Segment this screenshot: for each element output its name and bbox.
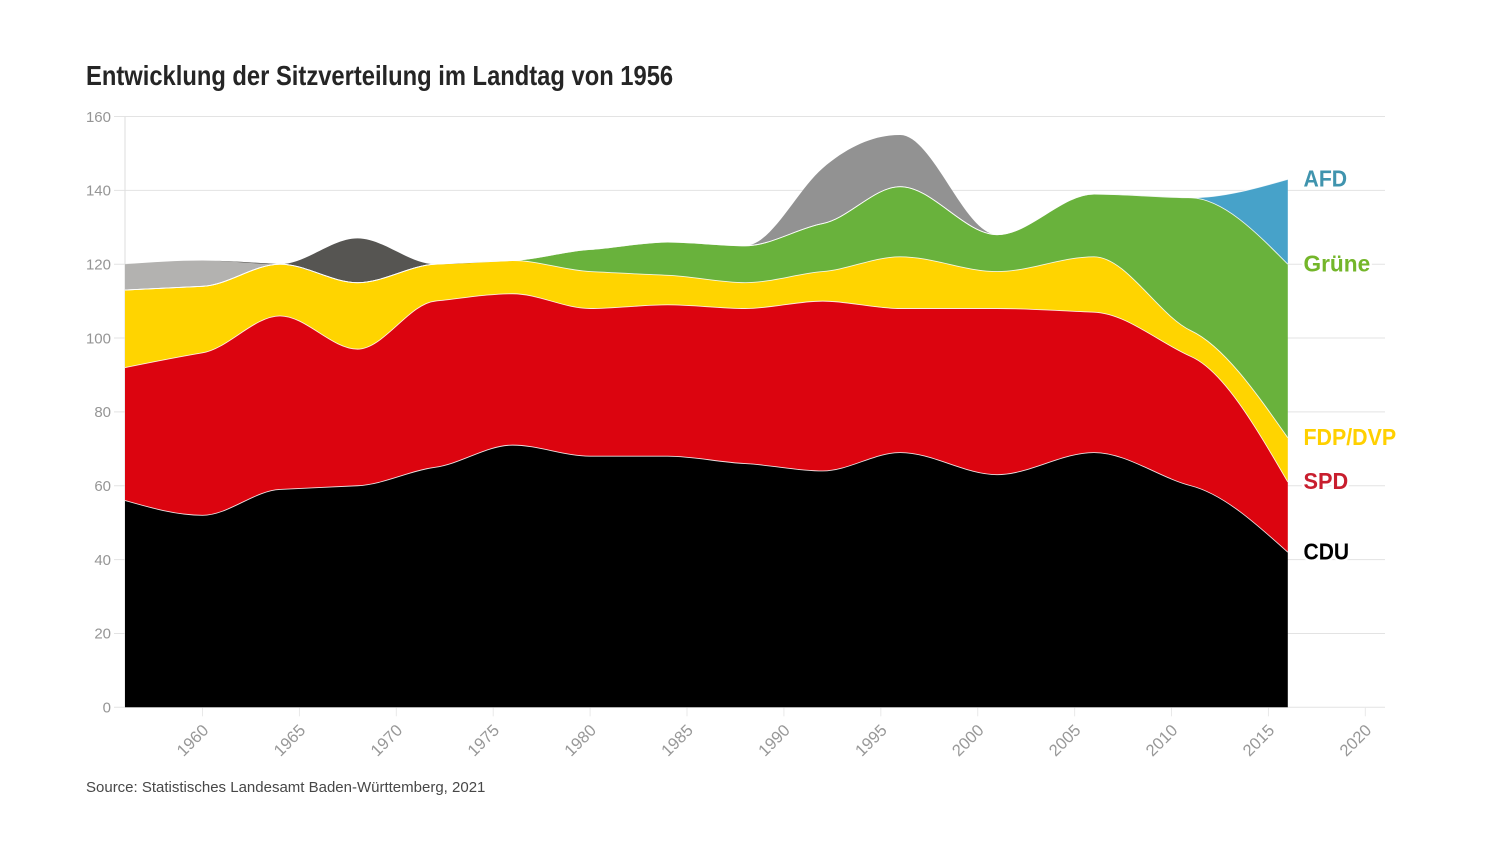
svg-text:SPD: SPD — [1304, 468, 1349, 494]
svg-text:140: 140 — [86, 183, 111, 200]
svg-text:160: 160 — [86, 109, 111, 126]
svg-text:2010: 2010 — [1143, 721, 1182, 760]
svg-text:Grüne: Grüne — [1304, 250, 1371, 276]
svg-text:2000: 2000 — [949, 721, 988, 760]
svg-text:1990: 1990 — [755, 721, 794, 760]
svg-text:1975: 1975 — [464, 721, 503, 760]
svg-text:FDP/DVP: FDP/DVP — [1304, 424, 1397, 450]
svg-text:100: 100 — [86, 330, 111, 347]
svg-text:1985: 1985 — [658, 721, 697, 760]
svg-text:40: 40 — [94, 552, 111, 569]
svg-text:2015: 2015 — [1240, 721, 1279, 760]
svg-text:2020: 2020 — [1336, 721, 1375, 760]
svg-text:80: 80 — [94, 404, 111, 421]
svg-text:1980: 1980 — [561, 721, 600, 760]
svg-text:2005: 2005 — [1046, 721, 1085, 760]
svg-text:0: 0 — [103, 700, 111, 717]
svg-text:20: 20 — [94, 626, 111, 643]
svg-text:AFD: AFD — [1304, 165, 1348, 191]
svg-text:120: 120 — [86, 256, 111, 273]
svg-text:1970: 1970 — [367, 721, 406, 760]
svg-text:CDU: CDU — [1304, 538, 1350, 564]
svg-text:1960: 1960 — [174, 721, 213, 760]
svg-text:1965: 1965 — [271, 721, 310, 760]
svg-text:60: 60 — [94, 478, 111, 495]
svg-text:1995: 1995 — [852, 721, 891, 760]
